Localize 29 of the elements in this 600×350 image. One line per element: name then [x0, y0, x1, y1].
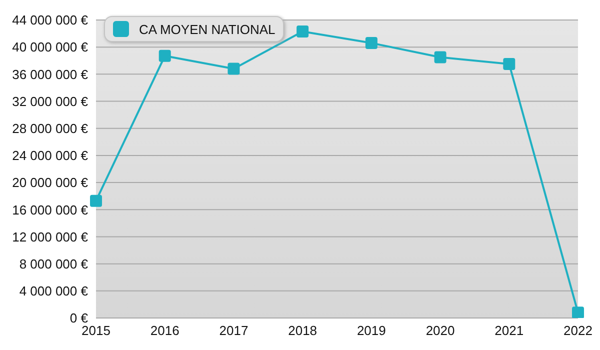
point — [365, 37, 378, 50]
point — [434, 51, 446, 64]
y-tick-label: 44 000 000 € — [12, 12, 89, 28]
x-tick-label: 2021 — [494, 323, 524, 338]
x-tick-label: 2019 — [356, 323, 386, 338]
x-tick-label: 2022 — [564, 323, 592, 338]
point — [296, 26, 309, 38]
x-tick-label: 2020 — [426, 323, 455, 338]
y-tick-label: 16 000 000 € — [12, 202, 89, 218]
x-tick-label: 2017 — [219, 323, 248, 338]
y-tick-label: 8 000 000 € — [19, 256, 89, 272]
x-tick-label: 2015 — [82, 323, 110, 338]
y-tick-label: 36 000 000 € — [12, 66, 89, 82]
y-tick-label: 0 € — [70, 310, 89, 326]
y-tick-label: 4 000 000 € — [19, 284, 89, 299]
y-tick-label: 24 000 000 € — [12, 148, 89, 164]
point — [572, 306, 584, 318]
y-tick-label: 32 000 000 € — [12, 94, 89, 109]
legend-label: CA MOYEN NATIONAL — [139, 22, 276, 36]
y-tick-label: 28 000 000 € — [12, 120, 89, 136]
y-tick-label: 20 000 000 € — [12, 175, 89, 190]
y-tick-label: 40 000 000 € — [12, 40, 89, 55]
point — [228, 62, 240, 75]
point — [503, 58, 516, 70]
point — [158, 50, 171, 62]
y-tick-label: 12 000 000 € — [12, 229, 89, 244]
point — [90, 194, 102, 207]
x-tick-label: 2016 — [150, 323, 180, 338]
x-tick-label: 2018 — [288, 323, 318, 338]
